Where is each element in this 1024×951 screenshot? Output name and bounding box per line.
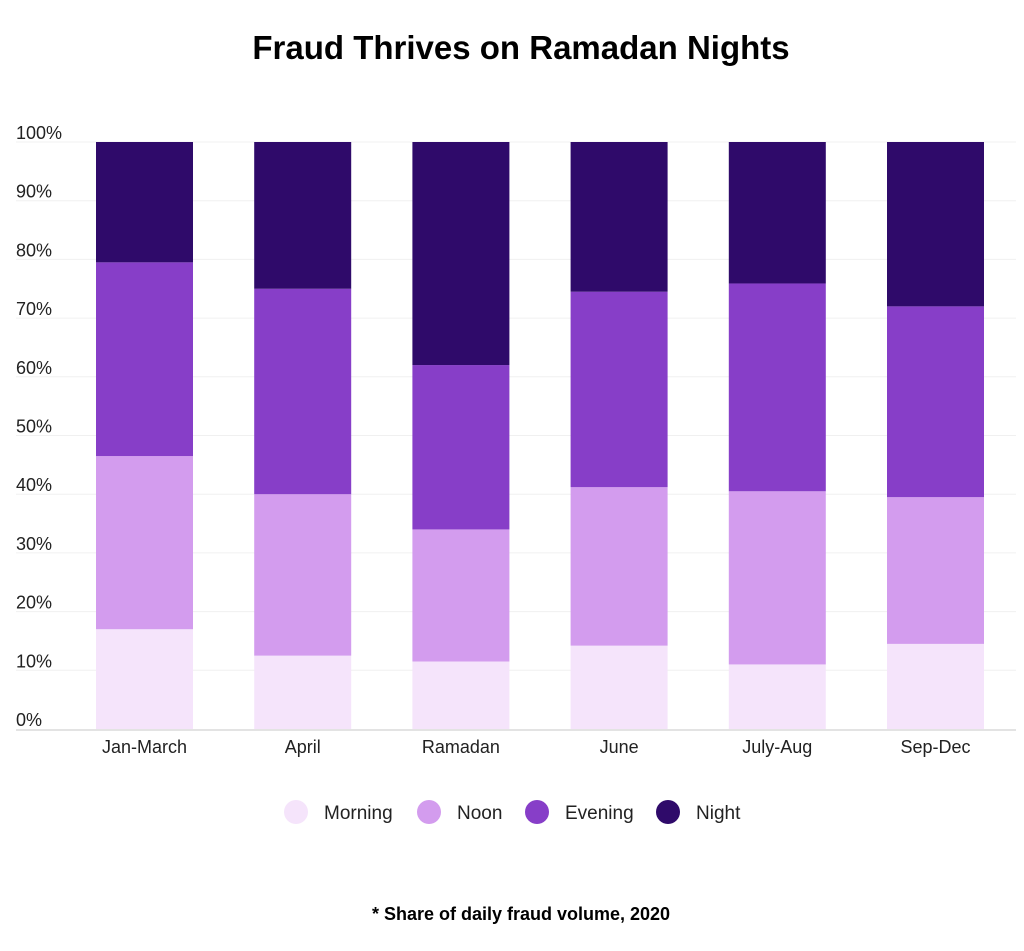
x-tick-label: Jan-March: [102, 737, 187, 757]
bar-segment-noon: [254, 494, 352, 656]
y-tick-label: 70%: [16, 299, 52, 319]
bar-segment-noon: [887, 497, 984, 644]
x-tick-label: Ramadan: [422, 737, 500, 757]
legend-label-morning: Morning: [324, 803, 393, 824]
y-tick-label: 30%: [16, 534, 52, 554]
bar-segment-noon: [570, 487, 668, 646]
bar-segment-morning: [254, 655, 352, 729]
bar-segment-evening: [887, 306, 984, 498]
axis-layer: 0% 10% 20% 30% 40% 50% 60% 70% 80% 90% 100% Jan-Mar…: [16, 123, 1016, 757]
legend-swatch-evening: [525, 800, 549, 824]
legend-swatch-night: [656, 800, 680, 824]
chart-footnote: * Share of daily fraud volume, 2020: [372, 904, 670, 924]
y-tick-label: 80%: [16, 240, 52, 260]
bar-segment-evening: [254, 288, 352, 495]
bar-segment-morning: [887, 643, 984, 729]
y-tick-label: 100%: [16, 123, 62, 143]
bar-segment-noon: [728, 491, 826, 665]
legend-swatch-noon: [417, 800, 441, 824]
legend-swatch-morning: [284, 800, 308, 824]
bar-segment-night: [887, 142, 984, 307]
bar-segment-morning: [96, 629, 193, 729]
x-tick-label: July-Aug: [742, 737, 812, 757]
bar-segment-evening: [412, 365, 510, 530]
bars-layer: [96, 142, 984, 729]
bar-segment-evening: [728, 283, 826, 492]
bar-segment-evening: [96, 262, 193, 457]
bar-segment-noon: [412, 529, 510, 662]
y-tick-label: 60%: [16, 358, 52, 378]
legend-label-evening: Evening: [565, 803, 634, 824]
legend: Morning Noon Evening Night: [284, 800, 741, 824]
y-tick-label: 20%: [16, 593, 52, 613]
x-tick-label: Sep-Dec: [900, 737, 970, 757]
bar-segment-night: [412, 142, 510, 366]
bar-segment-morning: [412, 661, 510, 729]
legend-label-night: Night: [696, 803, 741, 824]
y-tick-label: 40%: [16, 475, 52, 495]
x-tick-label: June: [600, 737, 639, 757]
bar-segment-morning: [570, 645, 668, 729]
y-tick-label: 10%: [16, 651, 52, 671]
chart-title: Fraud Thrives on Ramadan Nights: [252, 29, 789, 66]
y-tick-label: 50%: [16, 417, 52, 437]
x-tick-label: April: [285, 737, 321, 757]
bar-segment-night: [570, 142, 668, 292]
bar-segment-noon: [96, 456, 193, 630]
legend-label-noon: Noon: [457, 803, 502, 824]
bar-segment-morning: [728, 664, 826, 729]
y-tick-label: 90%: [16, 182, 52, 202]
y-tick-label: 0%: [16, 710, 42, 730]
bar-segment-evening: [570, 291, 668, 488]
bar-segment-night: [254, 142, 352, 289]
bar-segment-night: [728, 142, 826, 284]
bar-segment-night: [96, 142, 193, 263]
